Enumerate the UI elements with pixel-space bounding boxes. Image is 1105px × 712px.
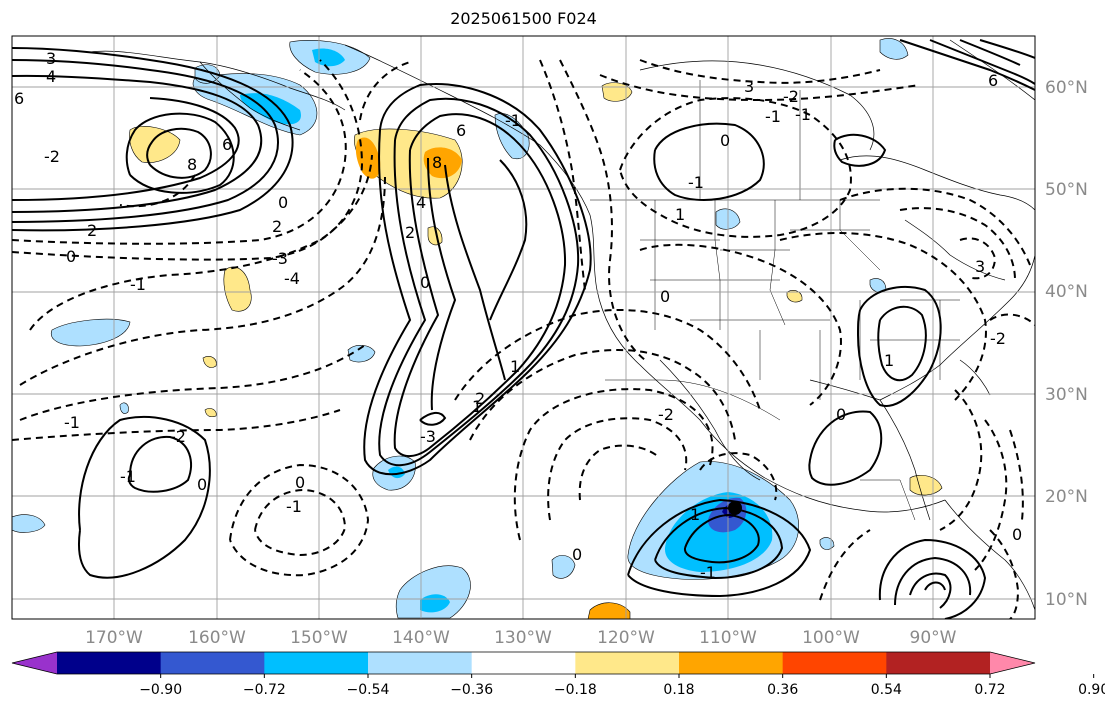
contour-label: 4 (46, 67, 56, 86)
lon-label: 130°W (494, 628, 552, 648)
longitude-labels: 170°W 160°W 150°W 140°W 130°W 120°W 110°… (85, 628, 957, 648)
contour-label: 0 (660, 287, 670, 306)
colorbar-tick-label: 0.54 (871, 682, 902, 698)
positive-contours (12, 39, 1035, 619)
contour-label: -2 (658, 405, 674, 424)
contour-label: 1 (884, 351, 894, 370)
contour-label: 1 (510, 357, 520, 376)
contour-label: 3 (744, 77, 754, 96)
lon-label: 110°W (699, 628, 757, 648)
map-frame (11, 35, 1036, 620)
colorbar-outline (11, 651, 1036, 675)
lat-label: 10°N (1045, 590, 1088, 610)
contour-label: 2 (272, 217, 282, 236)
contour-label: 2 (405, 223, 415, 242)
contour-label: 6 (988, 71, 998, 90)
contour-label: 0 (66, 247, 76, 266)
latitude-labels: 60°N 50°N 40°N 30°N 20°N 10°N (1045, 78, 1088, 610)
contour-label: -2 (170, 427, 186, 446)
contour-label: 0 (295, 473, 305, 492)
contour-label: 6 (456, 121, 466, 140)
contour-label: 1 (690, 505, 700, 524)
contour-label: 3 (46, 49, 56, 68)
colorbar-extend-high (990, 652, 1035, 674)
contour-label: 0 (197, 475, 207, 494)
colorbar-segment (886, 652, 991, 674)
colorbar-segment (57, 652, 162, 674)
lat-label: 30°N (1045, 385, 1088, 405)
contour-label: 6 (14, 89, 24, 108)
contour-label: -1 (64, 413, 80, 432)
contour-label: 1 (472, 397, 482, 416)
contour-label: 1 (675, 205, 685, 224)
contour-label: 2 (475, 389, 485, 408)
colorbar-segment (679, 652, 784, 674)
colorbar-tick-label: 0.90 (1078, 682, 1105, 698)
colorbar-segment (575, 652, 680, 674)
contour-label: -1 (130, 275, 146, 294)
contour-label: -1 (700, 563, 716, 582)
map-area (12, 36, 1035, 619)
lon-label: 150°W (290, 628, 348, 648)
contour-label: 0 (836, 405, 846, 424)
lon-label: 140°W (392, 628, 450, 648)
contour-label: -1 (765, 107, 781, 126)
contour-label: 0 (278, 193, 288, 212)
contour-label: -2 (44, 147, 60, 166)
contour-label: 0 (572, 545, 582, 564)
colorbar-tick-label: −0.18 (554, 682, 597, 698)
contour-label: -2 (990, 329, 1006, 348)
contour-label: 8 (187, 155, 197, 174)
lat-label: 40°N (1045, 282, 1088, 302)
lon-label: 90°W (910, 628, 957, 648)
colorbar-tick-label: 0.18 (663, 682, 694, 698)
contour-label: -1 (286, 497, 302, 516)
contour-label: -3 (272, 249, 288, 268)
lon-label: 160°W (188, 628, 246, 648)
colorbar-tick-label: 0.36 (767, 682, 798, 698)
storm-center-marker (728, 501, 742, 515)
contour-label: -1 (688, 173, 704, 192)
contour-label: 0 (720, 131, 730, 150)
contour-label: -1 (795, 105, 811, 124)
contour-label: 8 (432, 153, 442, 172)
contour-label: 0 (1012, 525, 1022, 544)
political-borders (590, 80, 960, 521)
contour-label: 4 (416, 193, 426, 212)
contour-label: 0 (420, 273, 430, 292)
contour-label: -4 (284, 269, 300, 288)
colorbar: −0.90 −0.72 −0.54 −0.36 −0.18 0.18 0.36 0.54 0.7… (11, 651, 1105, 698)
colorbar-tick-label: −0.72 (243, 682, 286, 698)
colorbar-segment (160, 652, 265, 674)
colorbar-segment (471, 652, 576, 674)
lon-label: 120°W (597, 628, 655, 648)
contour-label: 3 (975, 257, 985, 276)
colorbar-tick-label: −0.54 (347, 682, 390, 698)
colorbar-tick-label: −0.90 (139, 682, 182, 698)
lat-label: 60°N (1045, 78, 1088, 98)
plot-title: 2025061500 F024 (450, 9, 597, 28)
lon-label: 100°W (802, 628, 860, 648)
colorbar-extend-low (12, 652, 57, 674)
colorbar-tick-label: −0.36 (450, 682, 493, 698)
contour-label: 6 (222, 135, 232, 154)
lon-label: 170°W (85, 628, 143, 648)
contour-label: -1 (120, 467, 136, 486)
contour-label: 2 (87, 221, 97, 240)
colorbar-segment (368, 652, 473, 674)
gridlines (12, 36, 1035, 619)
colorbar-tick-label: 0.72 (974, 682, 1005, 698)
lat-label: 20°N (1045, 487, 1088, 507)
contour-label: -3 (420, 427, 436, 446)
contour-label: -2 (783, 87, 799, 106)
colorbar-segment (264, 652, 369, 674)
lat-label: 50°N (1045, 180, 1088, 200)
contour-labels: 3 4 6 2 0 -2 6 8 2 0 -1 8 6 4 2 0 -1 -3 … (14, 49, 1022, 582)
negative-contours (12, 59, 1035, 619)
colorbar-segment (782, 652, 887, 674)
contour-label: -1 (505, 111, 521, 130)
